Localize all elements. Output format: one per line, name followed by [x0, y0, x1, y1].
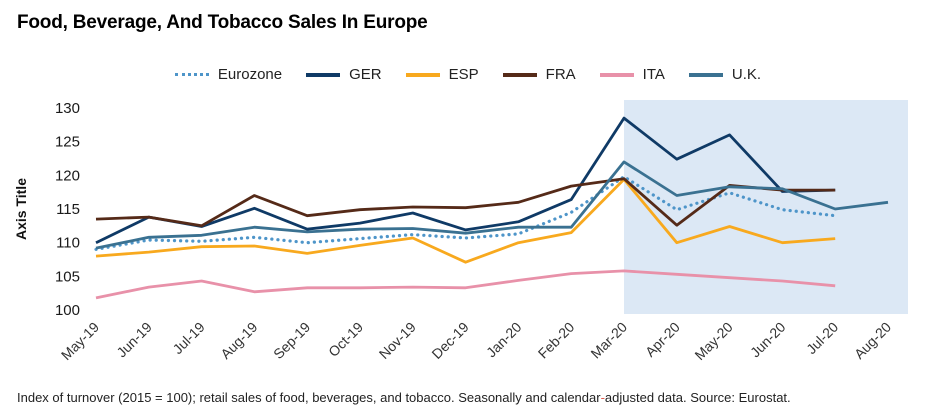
x-tick-label: Jun-19: [113, 319, 155, 361]
y-tick-label: 110: [56, 235, 80, 252]
series-line-uk: [95, 160, 889, 250]
y-tick-label: 115: [56, 201, 80, 218]
legend-label: Eurozone: [217, 66, 283, 83]
x-tick-label: Aug-19: [217, 319, 260, 362]
legend-item-esp: ESP: [405, 66, 479, 83]
series-line-ger: [95, 116, 836, 244]
series-line-esp: [95, 178, 836, 264]
y-tick-label: 105: [55, 268, 80, 285]
series-line-fra: [95, 177, 836, 228]
series-line-ita: [95, 269, 836, 300]
x-tick-label: Oct-19: [325, 319, 366, 360]
x-tick-label: Aug-20: [851, 319, 894, 362]
chart-title: Food, Beverage, And Tobacco Sales In Eur…: [17, 12, 428, 33]
footnote-hyphen: -: [600, 390, 605, 405]
shaded-region: [624, 100, 908, 314]
x-tick-label: Dec-19: [428, 319, 471, 362]
x-tick-label: Jul-19: [169, 319, 207, 357]
y-tick-label: 125: [55, 134, 80, 151]
footnote-text: Index of turnover (2015 = 100); retail s…: [17, 390, 601, 405]
legend-label: FRA: [545, 66, 576, 83]
legend-swatch: [688, 72, 723, 77]
legend-label: ESP: [448, 66, 479, 83]
x-tick-label: Feb-20: [535, 319, 578, 362]
legend-item-eurozone: Eurozone: [174, 66, 283, 83]
series-line-eurozone: [94, 175, 837, 251]
legend-swatch: [174, 73, 209, 76]
x-tick-label: Jan-20: [483, 319, 525, 361]
legend-swatch: [306, 72, 341, 77]
legend-label: ITA: [642, 66, 665, 83]
x-tick-label: May-20: [691, 319, 735, 363]
y-tick-label: 120: [55, 167, 80, 184]
legend-label: GER: [349, 66, 382, 83]
legend-item-fra: FRA: [502, 66, 576, 83]
legend-swatch: [405, 72, 440, 77]
footnote: Index of turnover (2015 = 100); retail s…: [17, 390, 791, 405]
legend: Eurozone GER ESP FRA ITA U.K.: [0, 66, 936, 83]
x-tick-label: Nov-19: [376, 319, 419, 362]
x-tick-label: Jul-20: [803, 319, 841, 357]
x-tick-label: Apr-20: [642, 319, 683, 360]
legend-swatch: [599, 72, 634, 77]
x-tick-label: Mar-20: [587, 319, 630, 362]
legend-label: U.K.: [731, 66, 762, 83]
x-tick-label: May-19: [58, 319, 102, 363]
y-tick-label: 100: [55, 302, 80, 319]
legend-item-ita: ITA: [599, 66, 665, 83]
y-tick-label: 130: [55, 100, 80, 117]
legend-item-ger: GER: [306, 66, 382, 83]
footnote-text-2: adjusted data. Source: Eurostat.: [604, 390, 791, 405]
x-tick-label: Sep-19: [270, 319, 313, 362]
legend-swatch: [502, 72, 537, 77]
legend-item-uk: U.K.: [688, 66, 762, 83]
x-tick-label: Jun-20: [747, 319, 789, 361]
